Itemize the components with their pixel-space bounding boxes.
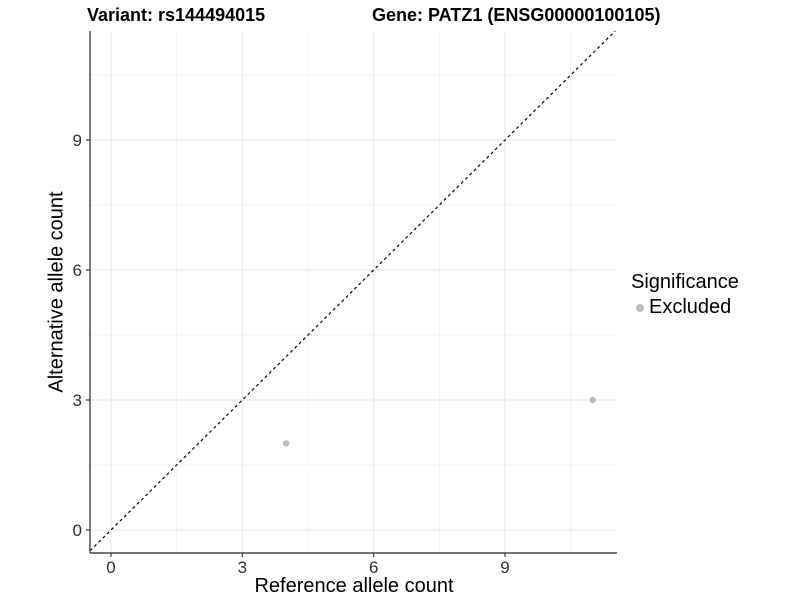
legend: Significance Excluded (631, 271, 739, 319)
y-tick-label: 9 (73, 131, 82, 150)
identity-line (89, 30, 616, 552)
plot-title-gene: Gene: PATZ1 (ENSG00000100105) (372, 5, 661, 25)
y-axis-title: Alternative allele count (45, 191, 68, 393)
data-point (282, 440, 290, 447)
y-tick-label: 0 (73, 521, 82, 540)
data-point (589, 396, 596, 404)
x-tick-label: 3 (238, 558, 247, 577)
legend-item-excluded: Excluded (631, 296, 739, 319)
x-tick-label: 9 (500, 558, 509, 577)
legend-item-label: Excluded (649, 296, 732, 318)
legend-point-icon (636, 303, 644, 312)
x-tick-label: 6 (369, 558, 378, 577)
y-tick-label: 3 (73, 391, 82, 410)
x-tick-label: 0 (106, 558, 115, 577)
y-tick-label: 6 (73, 261, 82, 280)
plot-title-variant: Variant: rs144494015 (87, 5, 266, 25)
legend-title: Significance (631, 271, 739, 293)
x-axis-title: Reference allele count (254, 575, 454, 597)
